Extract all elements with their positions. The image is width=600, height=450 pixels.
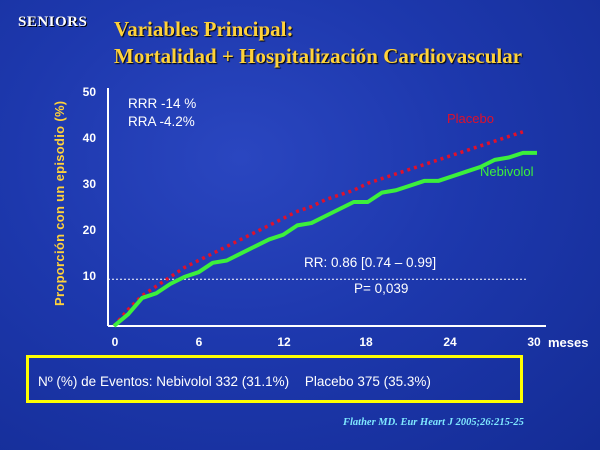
title-line-2: Mortalidad + Hospitalización Cardiovascu…	[114, 44, 523, 68]
x-tick-label: 0	[111, 335, 119, 349]
p-value-annotation: P= 0,039	[354, 281, 409, 296]
y-tick-label: 40	[82, 131, 96, 145]
x-tick-label: 30	[527, 335, 541, 349]
placebo-series-label: Placebo	[447, 111, 494, 126]
x-tick-label: 18	[359, 335, 373, 349]
citation: Flather MD. Eur Heart J 2005;26:215-25	[343, 417, 524, 428]
nebivolol-series-line	[112, 150, 537, 328]
placebo-series-line	[112, 130, 524, 328]
nebivolol-series-label: Nebivolol	[480, 164, 534, 179]
events-prefix: Nº (%) de Eventos:	[38, 374, 153, 389]
events-summary-box	[26, 355, 523, 403]
y-tick-label: 10	[82, 269, 96, 283]
events-summary-text: Nº (%) de Eventos: Nebivolol 332 (31.1%)…	[38, 374, 431, 389]
slide-title: Variables Principal: Mortalidad + Hospit…	[114, 16, 522, 70]
events-placebo: Placebo 375 (35.3%)	[304, 374, 431, 389]
rra-annotation: RRA -4.2%	[128, 114, 195, 129]
y-tick-label: 50	[82, 85, 96, 99]
y-tick-label: 20	[82, 223, 96, 237]
x-tick-label: 24	[443, 335, 457, 349]
events-nebivolol: Nebivolol 332 (31.1%)	[156, 374, 290, 389]
title-line-1: Variables Principal:	[114, 17, 294, 41]
rr-annotation: RR: 0.86 [0.74 – 0.99]	[304, 255, 437, 270]
seniors-logo: SENIORS	[18, 14, 88, 30]
x-tick-label: 12	[277, 335, 291, 349]
x-tick-label: 6	[195, 335, 203, 349]
x-axis-unit: meses	[548, 335, 589, 350]
rrr-annotation: RRR -14 %	[128, 96, 197, 111]
y-tick-label: 30	[82, 177, 96, 191]
